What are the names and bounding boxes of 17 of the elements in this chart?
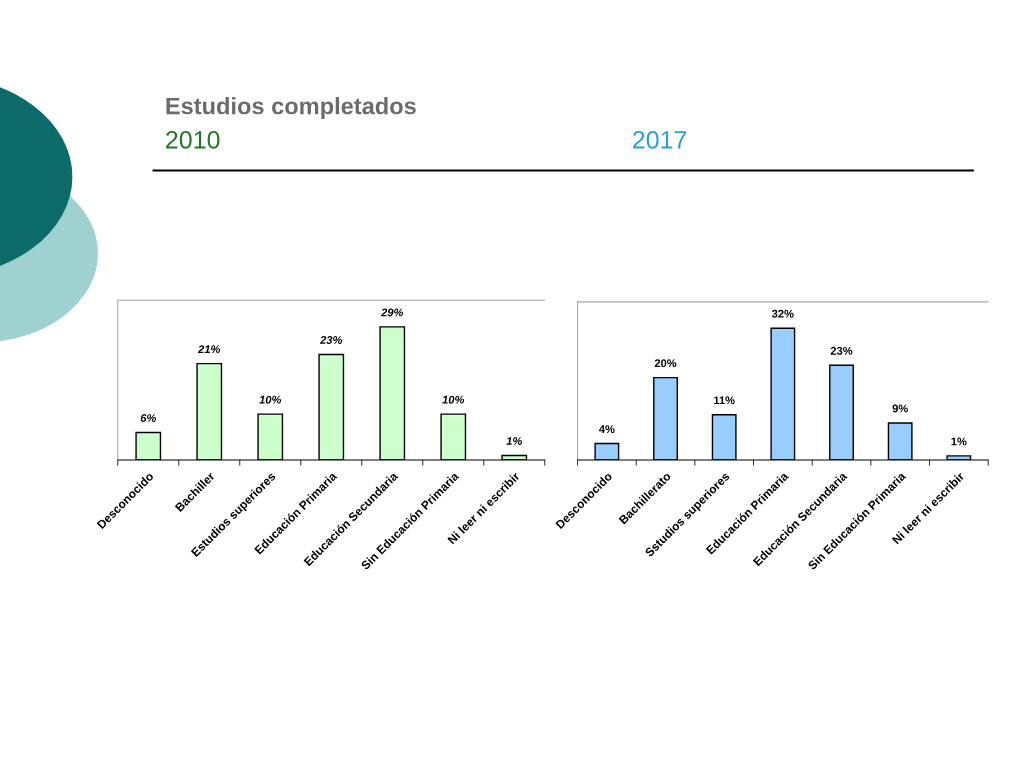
chart-subtitle: 2010 xyxy=(166,130,220,149)
data-label: 9% xyxy=(892,404,908,413)
data-label: 23% xyxy=(319,336,343,344)
data-label: 1% xyxy=(506,437,522,445)
chart-title: Estudios completados xyxy=(166,97,416,120)
chart-subtitle: 2017 xyxy=(633,130,687,149)
data-label: 23% xyxy=(830,346,853,355)
data-label: 11% xyxy=(714,396,735,405)
data-label: 4% xyxy=(599,425,615,433)
data-label: 32% xyxy=(771,309,794,318)
data-label: 10% xyxy=(442,395,465,404)
data-label: 21% xyxy=(197,345,221,354)
data-label: 20% xyxy=(654,359,677,368)
data-label: 1% xyxy=(951,437,967,446)
data-label: 10% xyxy=(259,395,282,404)
data-label: 6% xyxy=(140,414,156,422)
data-label: 29% xyxy=(380,308,404,317)
